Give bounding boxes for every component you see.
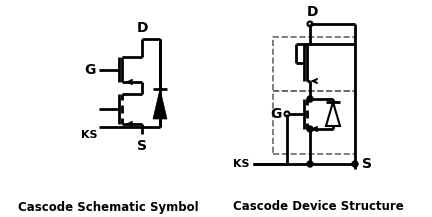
Text: S: S xyxy=(362,157,372,171)
Polygon shape xyxy=(153,89,167,119)
Bar xyxy=(273,37,355,91)
Text: G: G xyxy=(85,62,96,77)
Text: G: G xyxy=(270,107,282,121)
Text: Cascode Device Structure: Cascode Device Structure xyxy=(232,201,403,214)
Text: S: S xyxy=(137,139,147,153)
Text: KS: KS xyxy=(234,159,250,169)
Circle shape xyxy=(352,161,358,167)
Text: Cascode Schematic Symbol: Cascode Schematic Symbol xyxy=(18,201,198,214)
Circle shape xyxy=(307,161,313,167)
Text: KS: KS xyxy=(80,130,97,140)
Circle shape xyxy=(307,126,313,132)
Text: D: D xyxy=(306,5,318,19)
Circle shape xyxy=(307,96,313,102)
Bar xyxy=(273,91,355,154)
Text: D: D xyxy=(136,21,148,35)
